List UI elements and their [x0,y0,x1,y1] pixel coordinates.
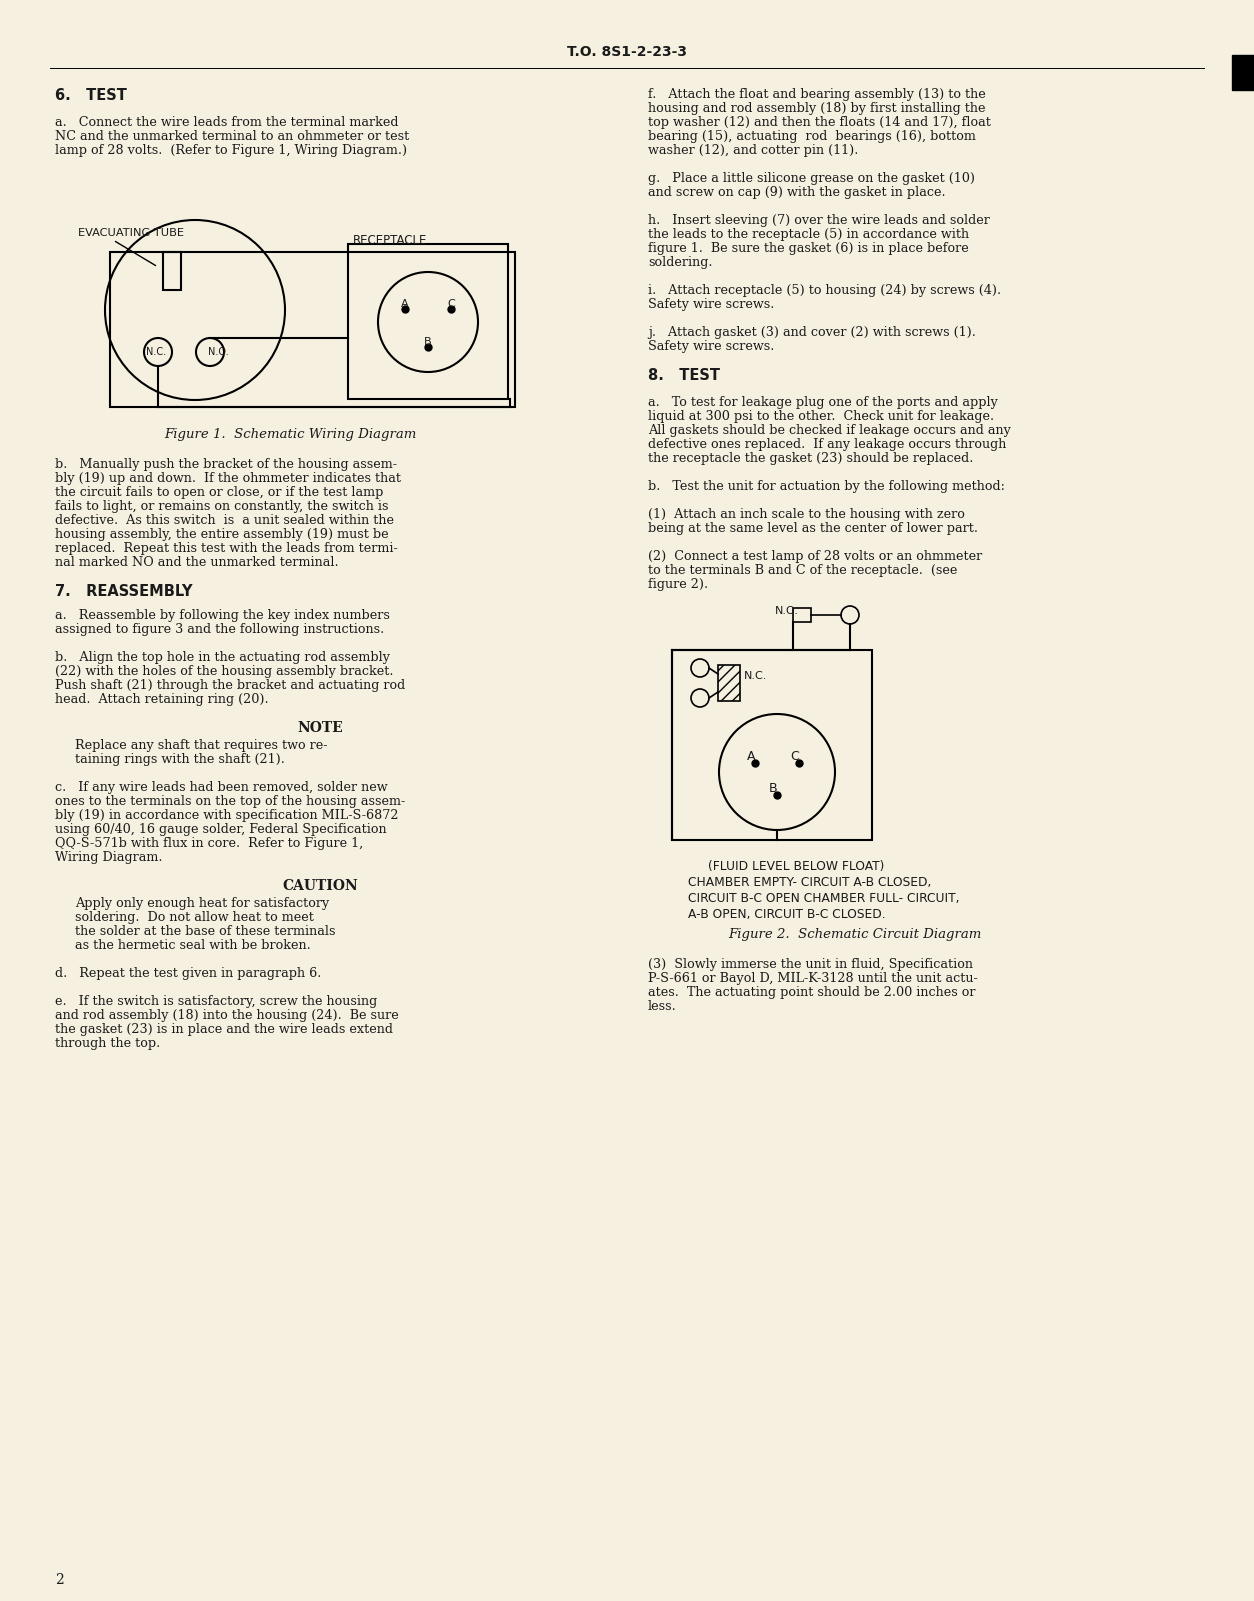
Text: EVACUATING TUBE: EVACUATING TUBE [78,227,184,239]
Text: h.   Insert sleeving (7) over the wire leads and solder: h. Insert sleeving (7) over the wire lea… [648,215,989,227]
Text: to the terminals B and C of the receptacle.  (see: to the terminals B and C of the receptac… [648,564,957,576]
Text: NOTE: NOTE [297,720,342,735]
Text: QQ-S-571b with flux in core.  Refer to Figure 1,: QQ-S-571b with flux in core. Refer to Fi… [55,837,364,850]
Text: NC and the unmarked terminal to an ohmmeter or test: NC and the unmarked terminal to an ohmme… [55,130,409,142]
Text: the solder at the base of these terminals: the solder at the base of these terminal… [75,925,336,938]
Text: (FLUID LEVEL BELOW FLOAT): (FLUID LEVEL BELOW FLOAT) [709,860,884,873]
Bar [672,650,872,841]
Text: liquid at 300 psi to the other.  Check unit for leakage.: liquid at 300 psi to the other. Check un… [648,410,994,423]
Text: the circuit fails to open or close, or if the test lamp: the circuit fails to open or close, or i… [55,487,384,500]
Text: ates.  The actuating point should be 2.00 inches or: ates. The actuating point should be 2.00… [648,986,976,999]
Text: C: C [790,749,799,764]
Text: washer (12), and cotter pin (11).: washer (12), and cotter pin (11). [648,144,859,157]
Text: top washer (12) and then the floats (14 and 17), float: top washer (12) and then the floats (14 … [648,115,991,130]
Text: CIRCUIT B-C OPEN CHAMBER FULL- CIRCUIT,: CIRCUIT B-C OPEN CHAMBER FULL- CIRCUIT, [688,892,959,905]
Text: All gaskets should be checked if leakage occurs and any: All gaskets should be checked if leakage… [648,424,1011,437]
Text: bearing (15), actuating  rod  bearings (16), bottom: bearing (15), actuating rod bearings (16… [648,130,976,142]
Text: and rod assembly (18) into the housing (24).  Be sure: and rod assembly (18) into the housing (… [55,1009,399,1021]
Text: P-S-661 or Bayol D, MIL-K-3128 until the unit actu-: P-S-661 or Bayol D, MIL-K-3128 until the… [648,972,978,985]
Bar [110,251,515,407]
Text: the receptacle the gasket (23) should be replaced.: the receptacle the gasket (23) should be… [648,451,973,464]
Text: A: A [746,749,755,764]
Text: A: A [401,299,409,309]
Text: d.   Repeat the test given in paragraph 6.: d. Repeat the test given in paragraph 6. [55,967,321,980]
Bar [349,243,508,399]
Text: A-B OPEN, CIRCUIT B-C CLOSED.: A-B OPEN, CIRCUIT B-C CLOSED. [688,908,885,921]
Text: using 60/40, 16 gauge solder, Federal Specification: using 60/40, 16 gauge solder, Federal Sp… [55,823,386,836]
Text: housing assembly, the entire assembly (19) must be: housing assembly, the entire assembly (1… [55,528,389,541]
Text: e.   If the switch is satisfactory, screw the housing: e. If the switch is satisfactory, screw … [55,994,377,1009]
Text: being at the same level as the center of lower part.: being at the same level as the center of… [648,522,978,535]
Text: Wiring Diagram.: Wiring Diagram. [55,852,163,865]
Text: C: C [446,299,455,309]
Text: c.   If any wire leads had been removed, solder new: c. If any wire leads had been removed, s… [55,781,387,794]
Text: CHAMBER EMPTY- CIRCUIT A-B CLOSED,: CHAMBER EMPTY- CIRCUIT A-B CLOSED, [688,876,932,889]
Text: figure 1.  Be sure the gasket (6) is in place before: figure 1. Be sure the gasket (6) is in p… [648,242,969,255]
Text: bly (19) in accordance with specification MIL-S-6872: bly (19) in accordance with specificatio… [55,809,399,821]
Text: B: B [769,781,777,796]
Text: (2)  Connect a test lamp of 28 volts or an ohmmeter: (2) Connect a test lamp of 28 volts or a… [648,551,982,564]
Text: less.: less. [648,1001,677,1013]
Text: Figure 2.  Schematic Circuit Diagram: Figure 2. Schematic Circuit Diagram [729,929,982,941]
Text: Safety wire screws.: Safety wire screws. [648,339,775,352]
Text: T.O. 8S1-2-23-3: T.O. 8S1-2-23-3 [567,45,687,59]
Text: B: B [424,336,431,347]
Text: soldering.  Do not allow heat to meet: soldering. Do not allow heat to meet [75,911,314,924]
Text: CAUTION: CAUTION [282,879,357,893]
Bar [1231,54,1254,90]
Text: fails to light, or remains on constantly, the switch is: fails to light, or remains on constantly… [55,500,389,512]
Text: (1)  Attach an inch scale to the housing with zero: (1) Attach an inch scale to the housing … [648,508,964,520]
Text: soldering.: soldering. [648,256,712,269]
Text: assigned to figure 3 and the following instructions.: assigned to figure 3 and the following i… [55,623,384,636]
Text: N.C.: N.C. [744,671,767,680]
Text: f.   Attach the float and bearing assembly (13) to the: f. Attach the float and bearing assembly… [648,88,986,101]
Text: b.   Test the unit for actuation by the following method:: b. Test the unit for actuation by the fo… [648,480,1004,493]
Text: as the hermetic seal with be broken.: as the hermetic seal with be broken. [75,940,311,953]
Text: through the top.: through the top. [55,1037,161,1050]
Text: j.   Attach gasket (3) and cover (2) with screws (1).: j. Attach gasket (3) and cover (2) with … [648,327,976,339]
Text: Replace any shaft that requires two re-: Replace any shaft that requires two re- [75,740,327,752]
Text: the leads to the receptacle (5) in accordance with: the leads to the receptacle (5) in accor… [648,227,969,242]
Text: defective ones replaced.  If any leakage occurs through: defective ones replaced. If any leakage … [648,439,1007,451]
Text: a.   Connect the wire leads from the terminal marked: a. Connect the wire leads from the termi… [55,115,399,130]
Text: g.   Place a little silicone grease on the gasket (10): g. Place a little silicone grease on the… [648,171,976,186]
Text: (3)  Slowly immerse the unit in fluid, Specification: (3) Slowly immerse the unit in fluid, Sp… [648,957,973,970]
Text: 7.   REASSEMBLY: 7. REASSEMBLY [55,584,193,599]
Text: RECEPTACLE: RECEPTACLE [352,234,428,247]
Text: bly (19) up and down.  If the ohmmeter indicates that: bly (19) up and down. If the ohmmeter in… [55,472,401,485]
Text: Push shaft (21) through the bracket and actuating rod: Push shaft (21) through the bracket and … [55,679,405,692]
Text: N.C.: N.C. [145,347,166,357]
Text: Apply only enough heat for satisfactory: Apply only enough heat for satisfactory [75,897,330,909]
Text: N.O.: N.O. [775,607,799,616]
Text: replaced.  Repeat this test with the leads from termi-: replaced. Repeat this test with the lead… [55,543,398,556]
Text: Figure 1.  Schematic Wiring Diagram: Figure 1. Schematic Wiring Diagram [164,427,416,440]
Text: (22) with the holes of the housing assembly bracket.: (22) with the holes of the housing assem… [55,664,394,677]
Text: head.  Attach retaining ring (20).: head. Attach retaining ring (20). [55,693,268,706]
Text: taining rings with the shaft (21).: taining rings with the shaft (21). [75,752,285,765]
Text: b.   Align the top hole in the actuating rod assembly: b. Align the top hole in the actuating r… [55,652,390,664]
Text: lamp of 28 volts.  (Refer to Figure 1, Wiring Diagram.): lamp of 28 volts. (Refer to Figure 1, Wi… [55,144,408,157]
Bar [793,608,811,623]
Text: figure 2).: figure 2). [648,578,709,591]
Text: nal marked NO and the unmarked terminal.: nal marked NO and the unmarked terminal. [55,556,339,568]
Text: the gasket (23) is in place and the wire leads extend: the gasket (23) is in place and the wire… [55,1023,393,1036]
Text: b.   Manually push the bracket of the housing assem-: b. Manually push the bracket of the hous… [55,458,398,471]
Text: a.   To test for leakage plug one of the ports and apply: a. To test for leakage plug one of the p… [648,395,998,408]
Text: a.   Reassemble by following the key index numbers: a. Reassemble by following the key index… [55,608,390,623]
Text: Safety wire screws.: Safety wire screws. [648,298,775,311]
Text: ones to the terminals on the top of the housing assem-: ones to the terminals on the top of the … [55,796,405,809]
Text: housing and rod assembly (18) by first installing the: housing and rod assembly (18) by first i… [648,102,986,115]
Text: i.   Attach receptacle (5) to housing (24) by screws (4).: i. Attach receptacle (5) to housing (24)… [648,283,1001,298]
Bar [719,664,740,701]
Text: 2: 2 [55,1574,64,1587]
Text: and screw on cap (9) with the gasket in place.: and screw on cap (9) with the gasket in … [648,186,946,199]
Text: defective.  As this switch  is  a unit sealed within the: defective. As this switch is a unit seal… [55,514,394,527]
Text: 6.   TEST: 6. TEST [55,88,127,102]
Text: 8.   TEST: 8. TEST [648,368,720,383]
Bar [163,251,181,290]
Text: N.O.: N.O. [208,347,228,357]
